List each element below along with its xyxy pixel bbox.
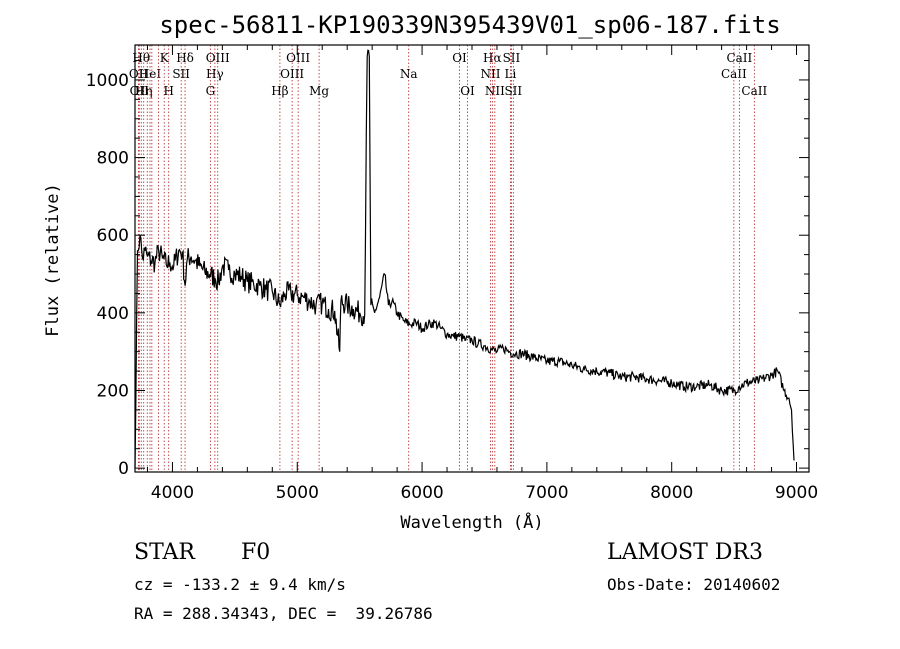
line-marker-label: Na	[400, 67, 418, 81]
x-tick-label: 5000	[276, 483, 319, 503]
line-marker-label: OIII	[280, 67, 304, 81]
line-marker-label: Hγ	[206, 67, 224, 81]
line-marker-label: OI	[460, 84, 475, 98]
plot-frame	[134, 44, 810, 473]
line-marker-label: K	[160, 51, 170, 65]
spectrum-line	[134, 49, 795, 469]
line-marker-label: Hβ	[271, 84, 288, 98]
chart-title: spec-56811-KP190339N395439V01_sp06-187.f…	[159, 11, 780, 39]
line-marker-label: OIII	[286, 51, 310, 65]
x-tick-label: 9000	[775, 483, 818, 503]
survey-label: LAMOST DR3	[607, 540, 763, 565]
redshift-text: cz = -133.2 ± 9.4 km/s	[134, 575, 346, 594]
y-tick-label: 400	[97, 304, 129, 324]
x-tick-label: 8000	[650, 483, 693, 503]
y-tick-label: 1000	[86, 71, 129, 91]
line-marker-label: G	[206, 84, 216, 98]
line-marker-label: OIII	[206, 51, 230, 65]
line-marker-label: SII	[503, 51, 521, 65]
line-marker-label: CaII	[721, 67, 747, 81]
x-tick-label: 7000	[525, 483, 568, 503]
line-marker-label: OI	[452, 51, 467, 65]
x-axis-label: Wavelength (Å)	[400, 511, 543, 533]
line-marker-label: SII	[172, 67, 190, 81]
object-subclass: F0	[241, 540, 271, 565]
object-class: STAR	[134, 540, 195, 565]
y-tick-label: 600	[97, 226, 129, 246]
line-marker-label: Li	[505, 67, 517, 81]
x-tick-label: 6000	[400, 483, 443, 503]
line-marker-label: Mg	[309, 84, 329, 98]
axis-ticks: 4000 5000 6000 7000 8000 9000 0 200 400 600 800 100…	[86, 45, 818, 503]
y-tick-label: 200	[97, 381, 129, 401]
obs-date-text: Obs-Date: 20140602	[607, 575, 781, 594]
line-marker-label: Hα	[483, 51, 502, 65]
x-tick-label: 4000	[151, 483, 194, 503]
line-marker-label: CaII	[726, 51, 752, 65]
coordinates-text: RA = 288.34343, DEC = 39.26786	[134, 604, 433, 623]
y-tick-label: 0	[118, 459, 129, 479]
line-marker-label: SII	[504, 84, 522, 98]
y-axis-label: Flux (relative)	[43, 183, 63, 337]
line-marker-label: NII	[480, 67, 500, 81]
line-marker-label: CaII	[741, 84, 767, 98]
line-marker-label: Hθ	[132, 51, 150, 65]
line-marker-label: Hδ	[176, 51, 194, 65]
line-marker-label: NII	[485, 84, 505, 98]
y-tick-label: 800	[97, 149, 129, 169]
line-marker-label: H	[163, 84, 173, 98]
line-marker-label: HeI	[139, 67, 162, 81]
line-marker-label: Hη	[135, 84, 153, 98]
